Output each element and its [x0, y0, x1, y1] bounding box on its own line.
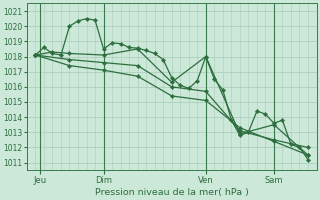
- X-axis label: Pression niveau de la mer( hPa ): Pression niveau de la mer( hPa ): [95, 188, 249, 197]
